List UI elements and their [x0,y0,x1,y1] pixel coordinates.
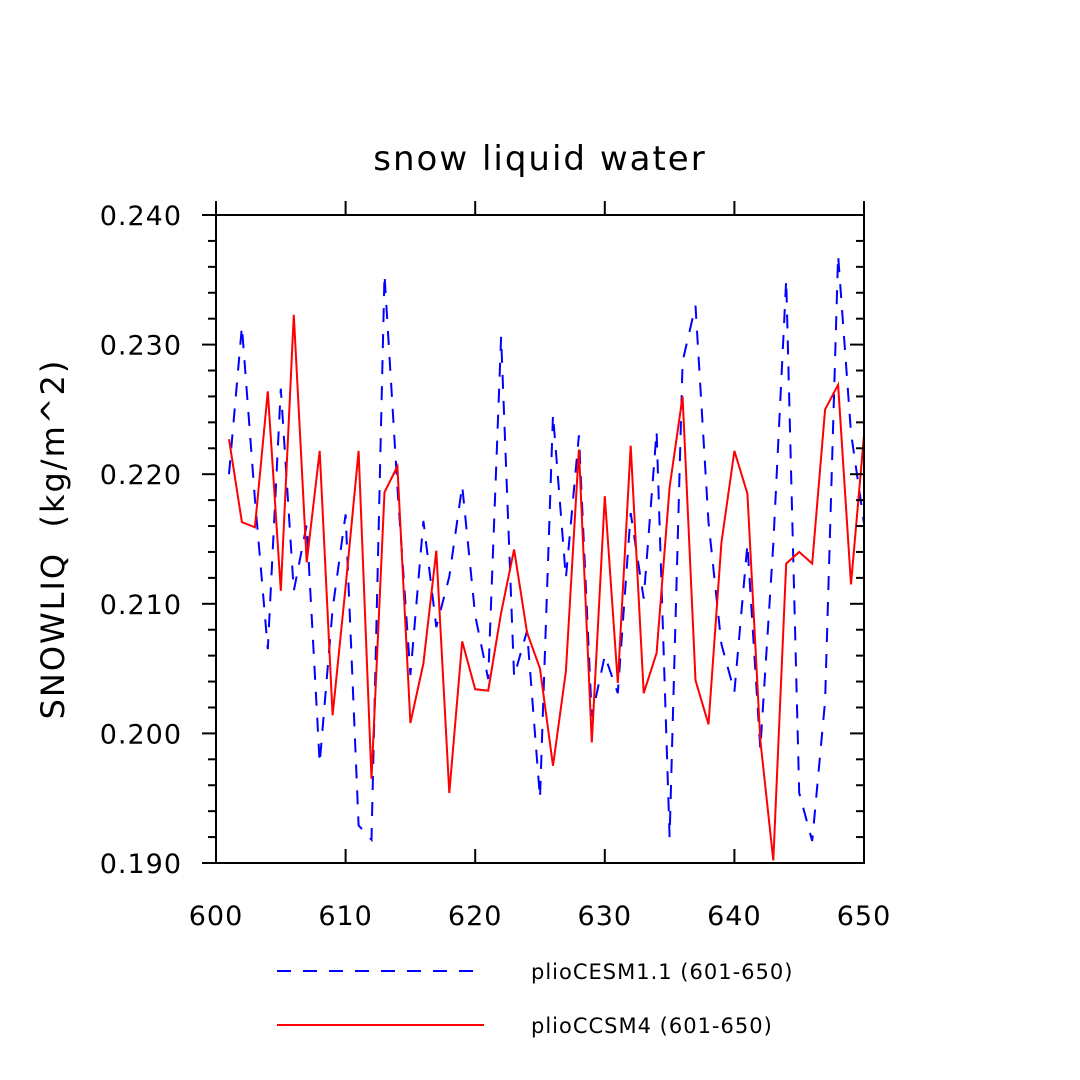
plot-series [228,255,865,861]
x-axis-labels: 600 610 620 630 640 650 [189,901,892,932]
x-tick-label: 640 [707,901,762,932]
legend-label-2: plioCCSM4 (601-650) [531,1014,773,1038]
chart-title: snow liquid water [373,139,706,179]
y-axis-title: SNOWLIQ (kg/m^2) [34,359,72,720]
x-tick-label: 610 [318,901,373,932]
series-line-2 [228,314,865,861]
legend-label-1: plioCESM1.1 (601-650) [531,960,793,984]
y-tick-label: 0.210 [100,590,182,621]
y-tick-label: 0.240 [100,201,182,232]
y-tick-label: 0.200 [100,719,182,750]
y-tick-label: 0.220 [100,460,182,491]
x-tick-label: 600 [189,901,244,932]
plot-frame [215,214,865,864]
axis-ticks [202,201,865,864]
y-axis-labels: 0.190 0.200 0.210 0.220 0.230 0.240 [100,201,182,880]
y-tick-label: 0.230 [100,331,182,362]
x-tick-label: 620 [448,901,503,932]
x-tick-label: 630 [578,901,633,932]
legend: plioCESM1.1 (601-650) plioCCSM4 (601-650) [277,960,793,1038]
x-tick-label: 650 [837,901,892,932]
y-tick-label: 0.190 [100,849,182,880]
